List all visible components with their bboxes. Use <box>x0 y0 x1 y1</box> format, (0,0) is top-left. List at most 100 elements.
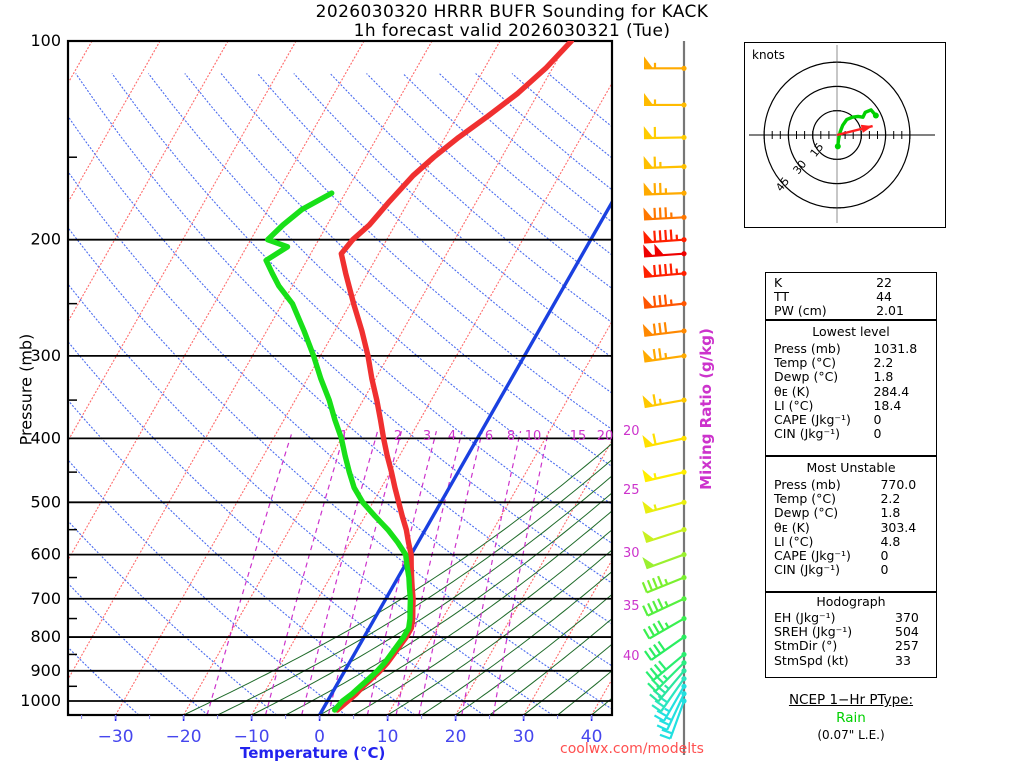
stat-label: θᴇ (K) <box>774 519 810 535</box>
stat-label: CAPE (Jkg⁻¹) <box>774 412 851 428</box>
barb-full <box>652 600 659 612</box>
mixing-ratio-tick-label: 20 <box>597 429 614 444</box>
stat-value: 18.4 <box>873 397 902 413</box>
hodograph-start-point <box>834 143 841 150</box>
barb-point <box>681 668 687 674</box>
wind-barb <box>653 683 687 722</box>
barb-full <box>658 660 667 671</box>
dry-adiabat-line <box>68 115 612 625</box>
lowest-level-panel: Lowest level Press (mb) 1031.8 Temp (°C) 2.… <box>765 320 937 456</box>
dry-adiabat-line <box>293 73 612 359</box>
temperature-tick-label: −20 <box>166 727 202 747</box>
dry-adiabat-line <box>68 340 484 715</box>
hodograph-end-point <box>872 112 879 119</box>
barb-point <box>681 499 687 505</box>
barb-point <box>681 698 687 704</box>
barb-pennant <box>643 244 654 257</box>
stat-value: 1031.8 <box>873 341 918 356</box>
moist-adiabat-line <box>489 618 612 715</box>
mixing-right-tick-label: 20 <box>623 424 640 439</box>
barb-full <box>653 663 663 674</box>
wind-barb <box>656 691 687 732</box>
stat-value: 0 <box>880 548 889 564</box>
barb-pennant <box>642 434 654 447</box>
barb-full <box>669 229 673 241</box>
wind-barb <box>643 156 687 170</box>
barb-pennant <box>642 349 654 362</box>
wind-barb <box>644 56 687 71</box>
barb-point <box>681 270 687 277</box>
barb-half <box>664 600 669 607</box>
stat-label: Dewp (°C) <box>774 505 839 521</box>
mixing-ratio-line <box>418 430 483 715</box>
barb-full <box>658 719 670 727</box>
barb-full <box>657 695 668 704</box>
mixing-ratio-tick-label: 1 <box>340 429 348 444</box>
barb-shaft <box>660 678 685 713</box>
barb-half <box>669 299 673 306</box>
barb-full <box>651 704 662 713</box>
dry-adiabat-line <box>68 520 278 715</box>
temperature-tick-label: 30 <box>513 727 535 747</box>
stat-label: K <box>774 275 783 290</box>
ptype-block: NCEP 1−Hr PType: Rain (0.07" L.E.) <box>738 692 964 742</box>
pressure-tick-label: 200 <box>30 230 61 249</box>
barb-pennant <box>642 556 655 569</box>
isotherm-line <box>115 41 501 715</box>
dry-adiabat-line <box>0 74 1 716</box>
stat-value: 504 <box>895 624 919 640</box>
barb-full <box>652 323 657 335</box>
stat-label: PW (cm) <box>774 303 827 319</box>
mixing-ratio-axis-label: Mixing Ratio (g/kg) <box>697 328 715 490</box>
barb-full <box>656 724 668 732</box>
barb-shaft <box>644 354 685 363</box>
mixing-ratio-tick-label: 3 <box>423 429 431 444</box>
mixing-ratio-line <box>492 430 550 715</box>
barb-half <box>662 674 669 681</box>
barb-pennant <box>643 207 654 220</box>
barb-point <box>681 301 687 307</box>
wind-barb <box>642 469 687 483</box>
wind-barb <box>643 126 687 141</box>
wind-barb <box>642 348 687 363</box>
stat-label: CIN (Jkg⁻¹) <box>774 426 840 442</box>
wind-barb <box>642 499 687 514</box>
pressure-tick-label: 900 <box>30 661 61 680</box>
barb-pennant <box>642 530 655 543</box>
temperature-tick-label: 20 <box>445 727 467 747</box>
barb-point <box>681 65 687 71</box>
ptype-value: Rain <box>836 710 866 726</box>
wind-barb <box>642 551 687 570</box>
pressure-gridlines <box>68 40 612 702</box>
stat-value: 2.2 <box>880 491 901 507</box>
stat-row: Temp (°C) 2.2 <box>774 356 930 370</box>
sounding-traces <box>263 41 575 713</box>
barb-half <box>658 398 662 405</box>
barb-pennant <box>642 323 654 336</box>
ptype-liquid-equivalent: (0.07" L.E.) <box>817 728 885 742</box>
hodograph-stats-heading: Hodograph <box>816 594 886 609</box>
barb-pennant <box>643 264 654 277</box>
stat-row: LI (°C) 4.8 <box>774 534 930 549</box>
barb-full <box>658 322 662 334</box>
dry-adiabat-line <box>147 73 612 506</box>
stat-label: CIN (Jkg⁻¹) <box>774 562 840 578</box>
wind-barb <box>649 668 687 703</box>
wind-barb <box>642 596 687 617</box>
skewt-diagram: 100 200 300 400 500 600 700 800 900 1000 −30 −20 −10… <box>0 31 687 755</box>
stat-label: Temp (°C) <box>774 491 837 507</box>
dry-adiabat-line <box>68 582 209 715</box>
mixing-ratio-tick-label: 10 <box>525 429 542 444</box>
barb-full <box>658 264 662 276</box>
wind-barb <box>643 207 687 221</box>
barb-full <box>651 678 661 688</box>
barb-point <box>681 469 687 475</box>
hodograph-stats-table: EH (Jkg⁻¹) 370 SREH (Jkg⁻¹) 504 StmDir (°) 25… <box>774 610 932 668</box>
stat-value: 44 <box>876 289 892 305</box>
wind-barb <box>642 433 687 448</box>
stat-value: 0 <box>873 426 882 442</box>
temperature-tick-label: 0 <box>314 727 325 747</box>
hodograph-trace <box>836 108 878 148</box>
stat-label: LI (°C) <box>774 397 814 413</box>
barb-full <box>652 295 657 307</box>
